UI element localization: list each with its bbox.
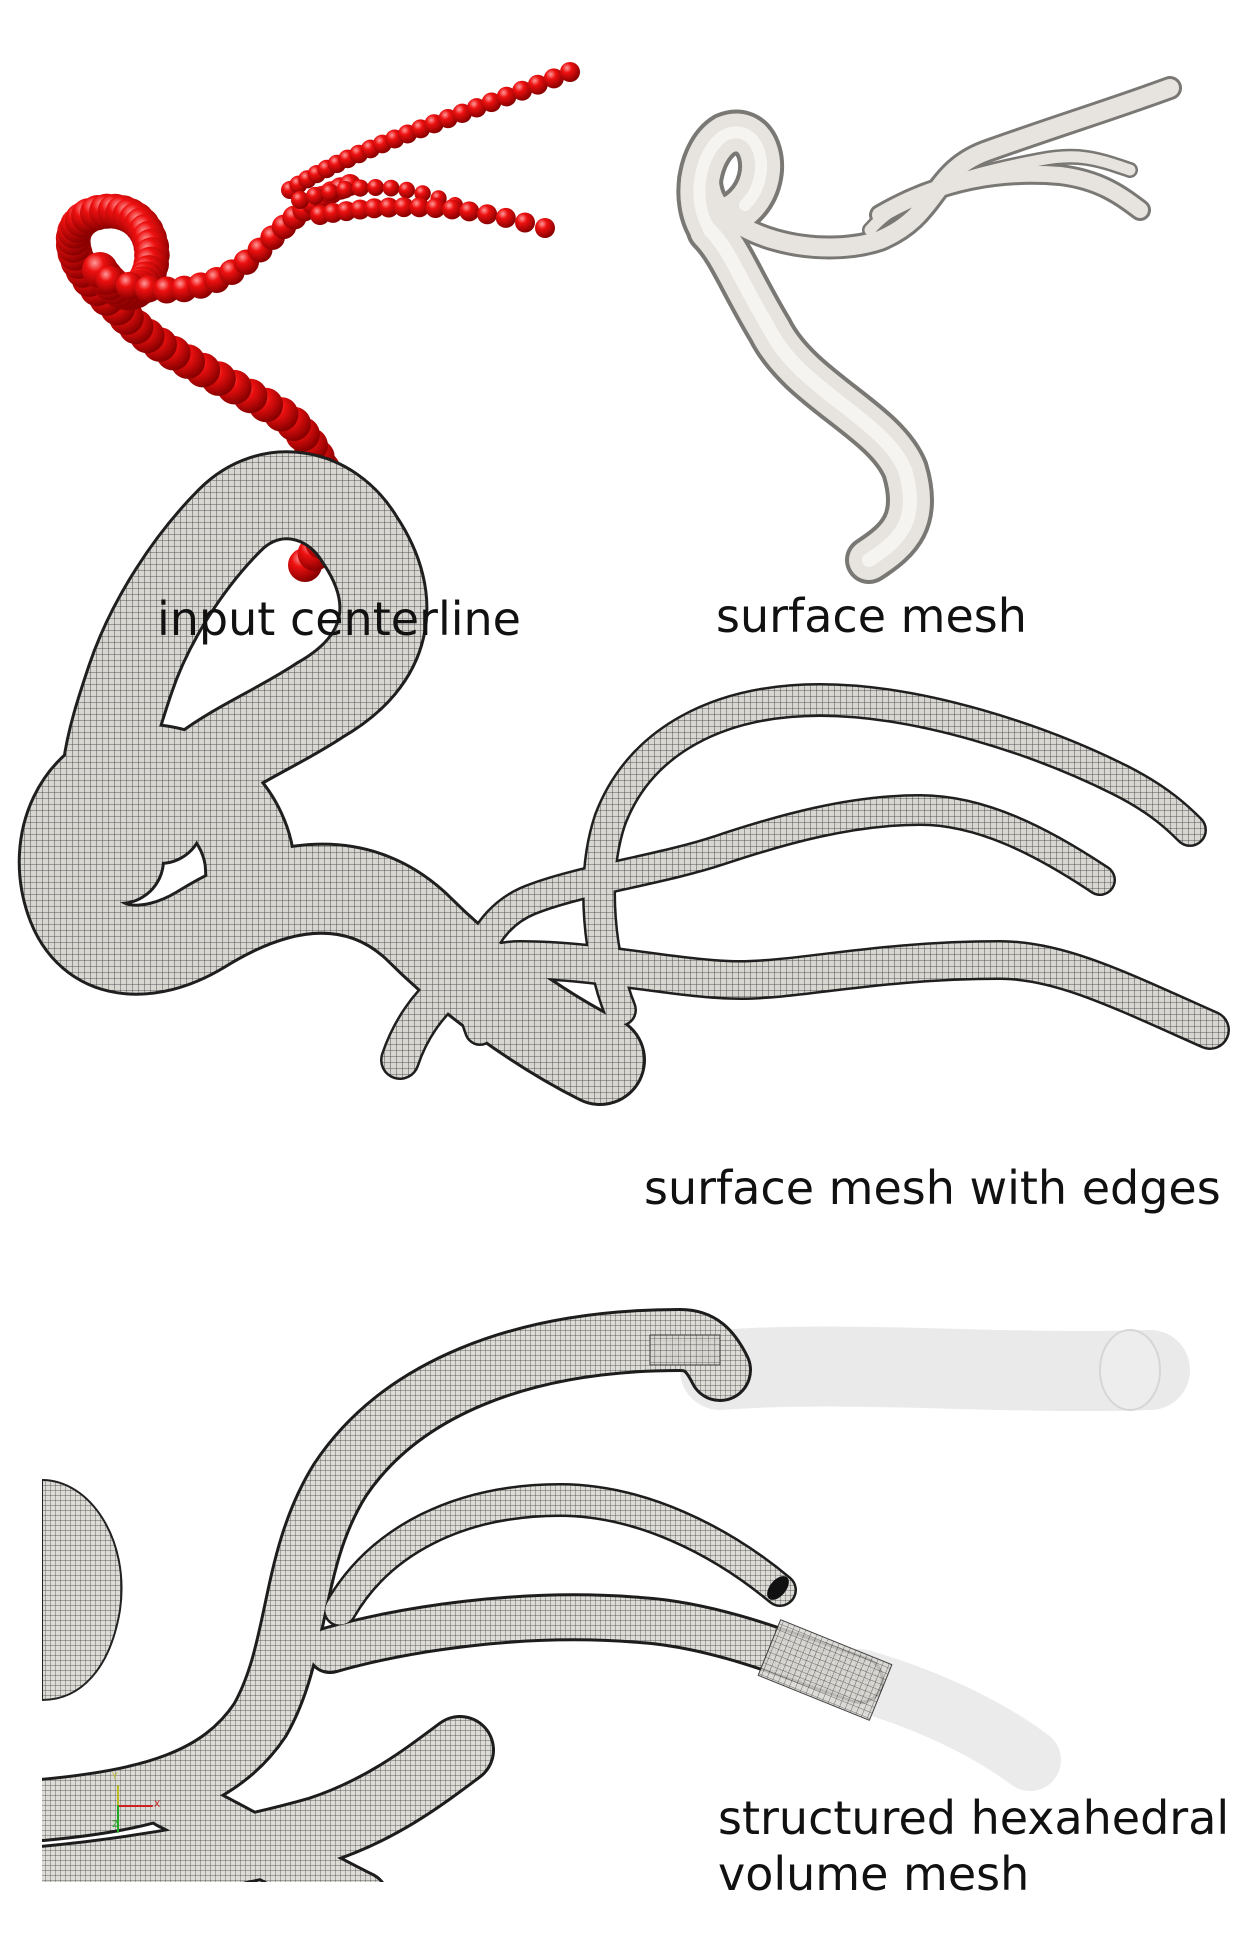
axis-x-label: X [154,1800,161,1810]
centerline-sphere [306,186,324,205]
centerline-sphere [495,207,516,228]
centerline-sphere [398,181,416,199]
centerline-sphere [496,86,517,107]
centerline-sphere [467,98,487,118]
centerline-sphere [481,92,502,113]
centerline-sphere [477,204,498,225]
centerline-sphere [291,191,309,209]
axis-z-label: Z [112,1820,119,1830]
surface-mesh-edges-panel [17,450,1230,1106]
caption-input-centerline: input centerline [157,592,521,646]
centerline-sphere [321,183,339,202]
caption-structured-hexahedral: structured hexahedral [718,1791,1230,1845]
centerline-sphere [512,80,532,101]
volume-sphere [41,1479,123,1701]
caption-volume-mesh: volume mesh [718,1847,1030,1901]
centerline-sphere [382,179,400,197]
centerline-sphere [367,179,385,196]
centerline-sphere [515,212,535,233]
centerline-sphere [409,197,430,218]
centerline-sphere [378,197,399,218]
axis-y-label: Y [112,1772,118,1782]
centerline-sphere [364,198,385,219]
centerline-sphere [351,179,369,197]
volume-mesh-panel [0,1308,1252,1939]
centerline-sphere [535,218,555,238]
centerline-sphere [543,68,564,89]
centerline-sphere [459,201,480,222]
centerline-sphere [393,197,414,218]
axes-triad [117,1785,153,1833]
centerline-sphere [560,62,580,82]
centerline-sphere [527,74,548,95]
caption-surface-mesh: surface mesh [716,589,1027,643]
centerline-sphere [336,181,354,199]
surface-mesh-panel [676,76,1182,584]
centerline-sphere [425,198,446,218]
caption-surface-mesh-with-edges: surface mesh with edges [644,1161,1221,1215]
centerline-sphere [442,199,463,220]
